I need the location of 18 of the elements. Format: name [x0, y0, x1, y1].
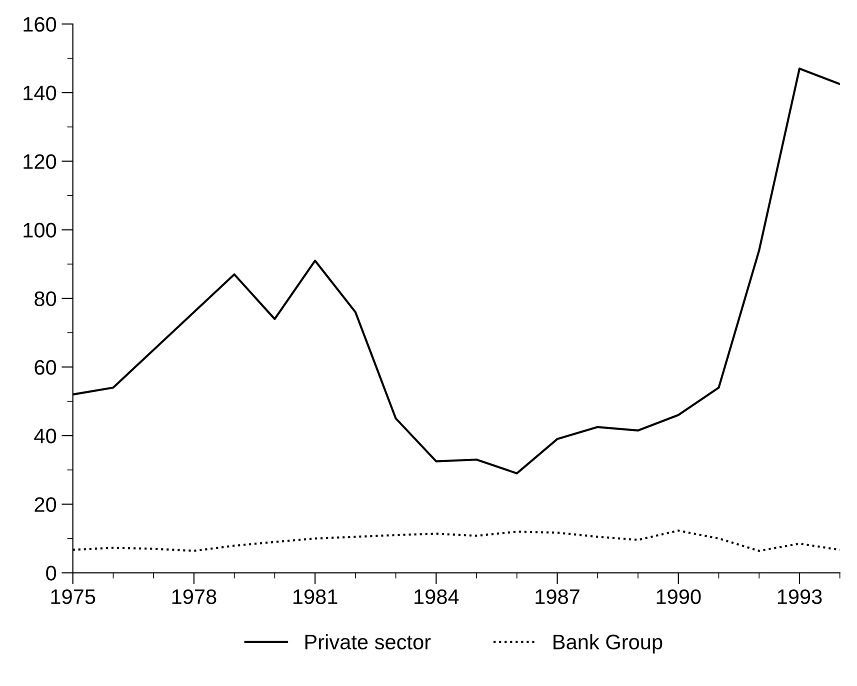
y-tick-label: 40	[34, 428, 56, 444]
x-tick-label: 1978	[172, 589, 216, 604]
legend-label: Private sector	[305, 634, 431, 650]
y-tick-label: 0	[46, 566, 56, 581]
x-tick-label: 1981	[293, 589, 338, 604]
y-tick-label: 20	[34, 497, 56, 512]
legend-label: Bank Group	[554, 634, 662, 654]
x-tick-label: 1975	[51, 589, 96, 604]
x-tick-label: 1993	[778, 589, 822, 604]
y-tick-label: 60	[34, 360, 56, 375]
x-tick-label: 1987	[536, 589, 580, 604]
x-tick-label: 1984	[414, 589, 459, 604]
y-tick-label: 140	[24, 86, 56, 100]
y-tick-label: 120	[24, 154, 56, 169]
y-tick-label: 160	[24, 17, 56, 32]
y-tick-label: 80	[34, 291, 56, 306]
x-tick-label: 1990	[656, 589, 701, 604]
y-tick-label: 100	[24, 222, 56, 238]
